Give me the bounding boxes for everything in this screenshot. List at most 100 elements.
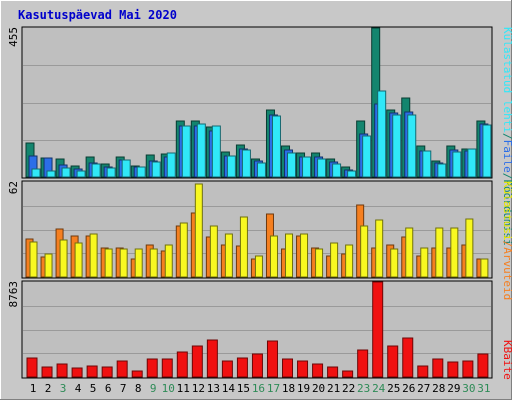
bar-k-lastusi-day-29 (450, 227, 459, 278)
bar-k-lastusi-day-14 (224, 233, 233, 278)
bar-k-lastatud-lehti-day-20 (317, 158, 327, 178)
x-axis-labels: 1 2 3 4 5 6 7 8 9 10 11 12 13 14 15 16 17 18 19 20 21 22 23 24 2… (30, 382, 491, 395)
hits-ymax-label: 455 (7, 27, 20, 47)
x-tick-label: 10 (162, 382, 175, 395)
bar-k-lastusi-day-20 (315, 248, 324, 278)
x-tick-label: 2 (45, 382, 52, 395)
bar-kbaite-day-31 (477, 353, 489, 378)
bar-k-lastusi-day-9 (149, 248, 158, 278)
bar-kbaite-day-3 (56, 363, 68, 378)
bar-k-lastatud-lehti-day-8 (136, 166, 146, 178)
traffic-legend: KBaite (501, 340, 512, 380)
bar-k-lastatud-lehti-day-13 (211, 125, 221, 178)
bar-k-lastatud-lehti-day-23 (362, 135, 372, 178)
visits-ymax-label: 62 (7, 181, 20, 194)
bar-k-lastusi-day-11 (179, 222, 188, 278)
x-tick-label: 25 (387, 382, 400, 395)
bar-k-lastatud-lehti-day-18 (287, 152, 297, 178)
bar-kbaite-day-17 (266, 340, 278, 378)
bar-kbaite-day-5 (86, 365, 98, 378)
x-tick-label: 4 (75, 382, 82, 395)
x-tick-label: 31 (477, 382, 490, 395)
bar-k-lastusi-day-19 (300, 233, 309, 278)
bar-k-lastatud-lehti-day-26 (407, 114, 417, 178)
x-tick-label: 30 (462, 382, 475, 395)
x-tick-label: 20 (312, 382, 325, 395)
x-tick-label: 22 (342, 382, 355, 395)
bar-kbaite-day-21 (327, 366, 339, 378)
bar-kbaite-day-27 (417, 365, 429, 378)
x-tick-label: 15 (237, 382, 250, 395)
bar-k-lastusi-day-30 (465, 218, 474, 278)
bar-k-lastatud-lehti-day-22 (347, 170, 357, 178)
hits-legend: Külastatud lehti/Faile/Pöördumisi (501, 27, 512, 246)
bar-k-lastusi-day-10 (164, 244, 173, 278)
bar-k-lastusi-day-25 (390, 248, 399, 278)
bar-k-lastatud-lehti-day-17 (271, 115, 281, 178)
bar-k-lastatud-lehti-day-4 (76, 170, 86, 178)
x-tick-label: 19 (297, 382, 310, 395)
bar-k-lastatud-lehti-day-16 (256, 162, 266, 178)
bar-k-lastatud-lehti-day-10 (166, 152, 176, 178)
legend-kbytes: KBaite (501, 340, 512, 380)
bar-kbaite-day-30 (462, 360, 474, 378)
traffic-ymax-label: 8763 (7, 281, 20, 308)
bar-k-lastusi-day-8 (134, 248, 143, 278)
bar-kbaite-day-26 (402, 337, 414, 378)
bar-k-lastatud-lehti-day-24 (377, 90, 387, 178)
bar-kbaite-day-24 (372, 281, 384, 378)
bar-k-lastatud-lehti-day-29 (452, 151, 462, 178)
bar-kbaite-day-19 (297, 360, 309, 378)
bar-k-lastusi-day-28 (435, 227, 444, 278)
x-tick-label: 29 (447, 382, 460, 395)
bar-kbaite-day-10 (161, 358, 173, 378)
bar-k-lastusi-day-31 (480, 258, 489, 278)
bar-k-lastatud-lehti-day-25 (392, 114, 402, 178)
bar-k-lastatud-lehti-day-31 (482, 124, 492, 178)
bar-kbaite-day-4 (71, 367, 83, 378)
bar-k-lastatud-lehti-day-11 (181, 125, 191, 178)
visits-legend: Külastusi/Arvuteid (501, 181, 512, 300)
bar-k-lastatud-lehti-day-5 (91, 163, 101, 178)
bar-k-lastatud-lehti-day-19 (302, 156, 312, 178)
x-tick-label: 12 (192, 382, 205, 395)
bar-k-lastatud-lehti-day-1 (31, 168, 41, 178)
legend-sites: Arvuteid (501, 247, 512, 300)
bar-k-lastatud-lehti-day-6 (106, 167, 116, 178)
bar-k-lastatud-lehti-day-9 (151, 161, 161, 178)
bar-kbaite-day-8 (131, 370, 143, 378)
bar-k-lastusi-day-12 (194, 183, 203, 278)
bar-k-lastusi-day-15 (239, 216, 248, 278)
bar-kbaite-day-16 (251, 353, 263, 378)
x-tick-label: 16 (252, 382, 265, 395)
x-tick-label: 24 (372, 382, 386, 395)
bar-k-lastusi-day-27 (420, 247, 429, 278)
bar-k-lastusi-day-22 (345, 244, 354, 278)
bar-k-lastusi-day-6 (104, 248, 113, 278)
legend-pageviews: Külastatud lehti (501, 27, 512, 133)
bar-k-lastatud-lehti-day-3 (61, 167, 71, 178)
bar-kbaite-day-12 (191, 345, 203, 378)
bar-kbaite-day-6 (101, 366, 113, 378)
x-tick-label: 11 (177, 382, 190, 395)
bar-k-lastatud-lehti-day-12 (196, 123, 206, 178)
bar-kbaite-day-28 (432, 358, 444, 378)
bar-k-lastusi-day-16 (254, 255, 263, 278)
bar-k-lastusi-day-7 (119, 248, 128, 278)
bar-k-lastusi-day-24 (375, 219, 384, 278)
x-tick-label: 9 (150, 382, 157, 395)
bar-k-lastatud-lehti-day-14 (226, 155, 236, 178)
bar-kbaite-day-20 (312, 363, 324, 378)
bar-k-lastusi-day-1 (29, 241, 38, 278)
bar-kbaite-day-2 (41, 366, 53, 378)
x-tick-label: 28 (432, 382, 445, 395)
x-tick-label: 7 (120, 382, 127, 395)
x-tick-label: 23 (357, 382, 370, 395)
bar-kbaite-day-1 (26, 357, 38, 378)
bar-kbaite-day-22 (342, 370, 354, 378)
x-tick-label: 3 (60, 382, 67, 395)
x-tick-label: 1 (30, 382, 37, 395)
legend-visits: Külastusi (501, 181, 512, 241)
